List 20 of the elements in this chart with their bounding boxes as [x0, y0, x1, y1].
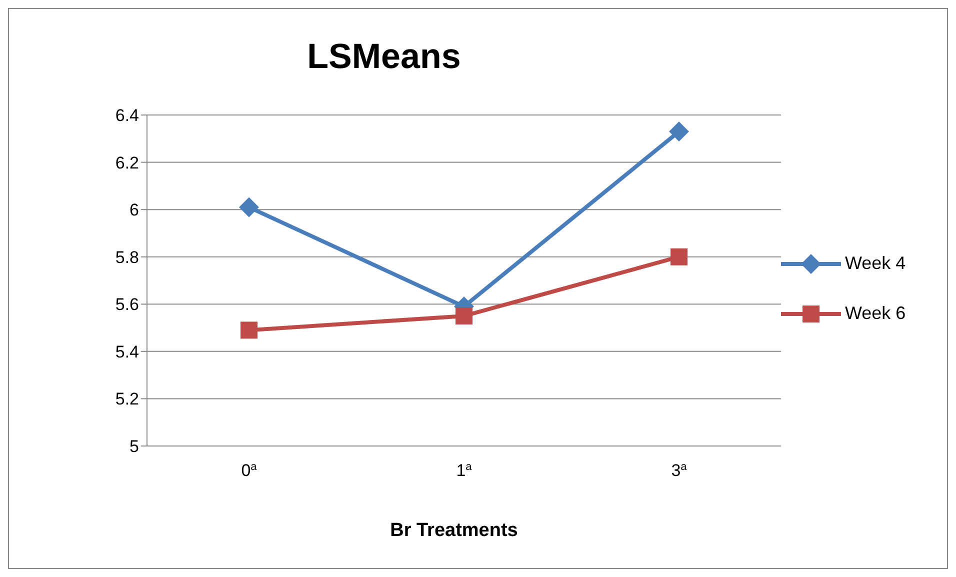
- x-tick-label: 3$^{a}$: [671, 461, 688, 480]
- x-tick-label: 0$^{a}$: [241, 461, 258, 480]
- x-axis-title: Br Treatments: [389, 520, 519, 542]
- y-tick-label: 6.2: [115, 153, 139, 172]
- y-tick-label: 6.4: [115, 106, 139, 126]
- legend-label: Week 6: [845, 303, 906, 324]
- point: [239, 197, 259, 218]
- point: [669, 122, 689, 142]
- point: [670, 248, 688, 266]
- y-tick-label: 5: [130, 437, 139, 456]
- y-tick-label: 5.6: [115, 295, 139, 314]
- y-tick-label: 6: [130, 200, 139, 220]
- y-tick-label: 5.2: [115, 390, 139, 409]
- chart-title: LSMeans: [306, 37, 462, 77]
- y-tick-label: 5.8: [115, 248, 139, 267]
- point: [456, 307, 472, 324]
- x-tick-label: 1$^{a}$: [456, 461, 473, 480]
- legend-label: Week 4: [845, 253, 906, 274]
- y-tick-label: 5.4: [115, 342, 139, 362]
- point: [240, 322, 258, 339]
